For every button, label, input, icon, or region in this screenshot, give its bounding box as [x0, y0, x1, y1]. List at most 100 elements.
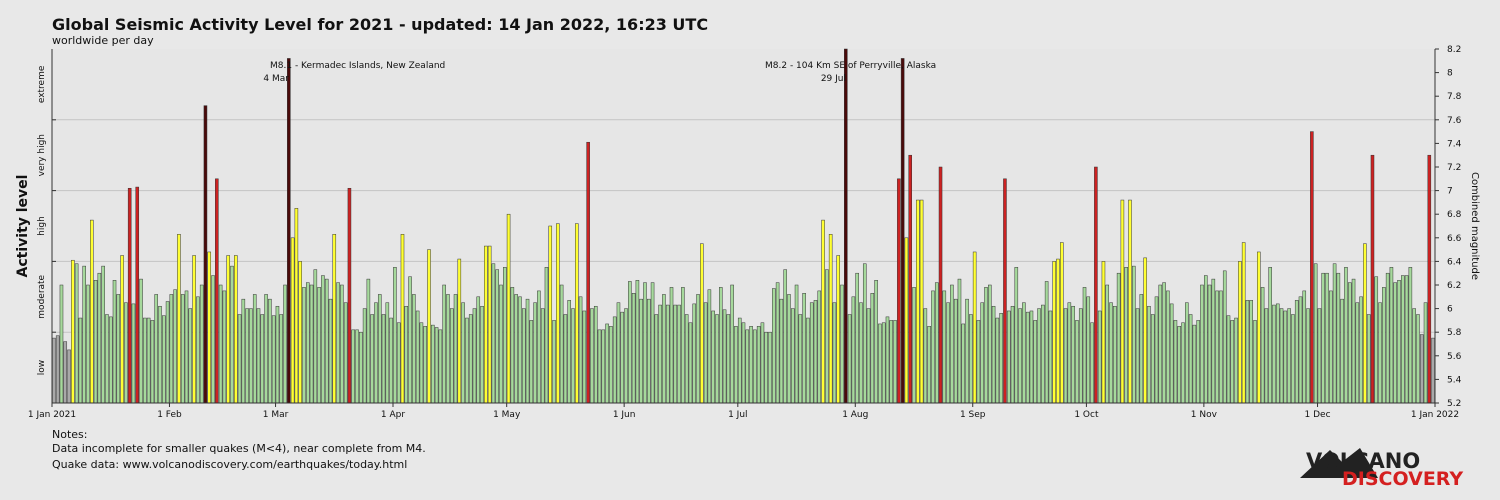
bar	[127, 187, 132, 404]
bar	[1154, 296, 1159, 404]
bar	[1105, 284, 1110, 404]
bar	[1063, 308, 1068, 404]
level-label: high	[37, 216, 47, 236]
bar	[609, 326, 613, 404]
logo-mountain	[1300, 448, 1378, 478]
bar	[806, 317, 810, 404]
bar	[1211, 278, 1216, 404]
bar	[67, 349, 71, 404]
bar	[343, 302, 348, 404]
bar	[1310, 131, 1314, 404]
bar	[711, 310, 715, 404]
bar	[1147, 305, 1151, 404]
bar	[787, 294, 791, 404]
bar	[1408, 267, 1413, 404]
bar	[749, 326, 753, 404]
bar	[1272, 304, 1276, 404]
bar	[563, 314, 568, 404]
bar	[734, 326, 738, 404]
bar	[537, 290, 541, 404]
bar	[427, 249, 431, 404]
bar	[271, 315, 276, 404]
x-tick-label: 1 Sep	[960, 410, 986, 420]
bar	[340, 284, 344, 404]
bar	[893, 320, 897, 404]
bar	[525, 298, 530, 404]
bar	[1401, 275, 1405, 404]
bar	[1298, 296, 1303, 404]
bar	[855, 272, 859, 404]
bar	[93, 280, 98, 404]
bar	[1150, 314, 1155, 404]
level-label: low	[37, 360, 47, 375]
bar	[1060, 242, 1064, 404]
bar	[753, 329, 757, 404]
bar	[412, 294, 416, 404]
bar	[1025, 311, 1030, 404]
bar	[1431, 337, 1435, 404]
bar	[192, 255, 196, 404]
bar	[196, 296, 200, 404]
bar	[180, 294, 185, 404]
bar	[1113, 305, 1117, 404]
bar	[324, 278, 329, 404]
bar	[923, 308, 928, 404]
bar	[1177, 326, 1182, 404]
bar	[442, 284, 446, 404]
bar	[703, 302, 708, 404]
bar	[1215, 290, 1219, 404]
bar	[101, 265, 105, 404]
x-tick-label: 1 May	[493, 410, 521, 420]
bar	[1230, 320, 1235, 404]
bar	[1245, 300, 1250, 404]
bar	[1188, 314, 1193, 404]
bar	[730, 284, 734, 404]
bar	[521, 308, 526, 404]
y2-tick-label: 8	[1447, 69, 1453, 79]
bar	[593, 305, 598, 404]
bar	[283, 284, 287, 404]
chart-subtitle: worldwide per day	[52, 34, 154, 47]
bar	[745, 329, 750, 404]
bar	[1344, 267, 1348, 404]
bar	[620, 311, 625, 404]
bar	[1332, 263, 1337, 404]
bar	[381, 314, 386, 404]
bar	[995, 317, 1000, 404]
bar	[135, 186, 140, 404]
bar	[851, 296, 856, 404]
bar	[1048, 310, 1053, 404]
bar	[1294, 300, 1299, 404]
bar	[681, 287, 685, 404]
bar	[878, 323, 882, 404]
bar	[737, 317, 742, 404]
bar	[938, 166, 943, 404]
bar	[552, 320, 556, 404]
y2-tick-label: 6.4	[1447, 257, 1462, 267]
bar	[218, 284, 223, 404]
bar	[139, 278, 143, 404]
bar	[1397, 280, 1401, 404]
bar	[772, 288, 776, 404]
bar	[1283, 310, 1288, 404]
x-tick-label: 1 Jun	[613, 410, 636, 420]
y2-tick-label: 5.6	[1447, 352, 1462, 362]
bar	[1374, 276, 1379, 404]
bar	[336, 282, 340, 404]
bar	[1412, 308, 1416, 404]
bar	[188, 308, 193, 404]
bar	[150, 320, 155, 404]
bar	[866, 308, 871, 404]
bar	[597, 329, 602, 404]
bar	[105, 314, 109, 404]
bar	[431, 324, 435, 404]
bar	[684, 314, 689, 404]
bar	[321, 275, 325, 404]
bar	[1010, 305, 1015, 404]
bar	[1378, 302, 1382, 404]
bar	[1241, 242, 1246, 404]
bar	[654, 314, 659, 404]
bar	[302, 287, 306, 404]
bar	[226, 255, 230, 404]
bar	[859, 302, 863, 404]
